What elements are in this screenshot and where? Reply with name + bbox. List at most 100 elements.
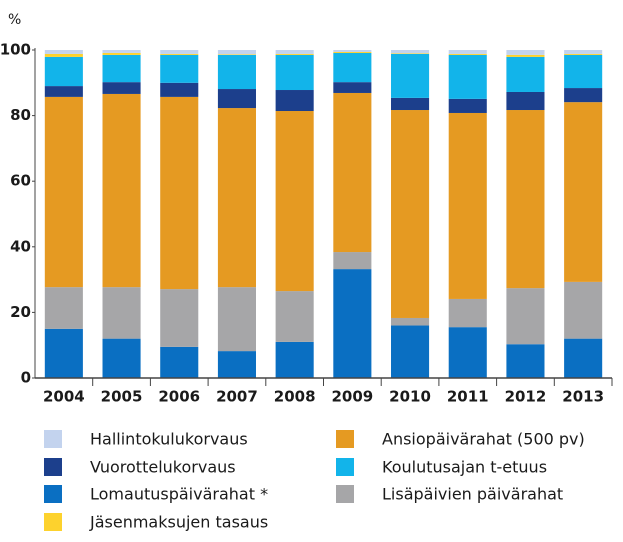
- bar-segment: [44, 328, 83, 378]
- bar-segment: [448, 98, 487, 113]
- legend-label: Vuorottelukorvaus: [90, 458, 236, 477]
- legend-label: Koulutusajan t-etuus: [382, 458, 547, 477]
- y-tick-label: 40: [10, 237, 31, 255]
- x-tick-label: 2013: [562, 388, 604, 406]
- bar-segment: [333, 252, 372, 270]
- y-tick-label: 100: [0, 41, 31, 59]
- bar-segment: [564, 281, 603, 339]
- bar-segment: [564, 54, 603, 89]
- bar-segment: [217, 89, 256, 109]
- bar-segment: [102, 52, 141, 55]
- bar-segment: [44, 53, 83, 57]
- legend-swatch: [44, 430, 62, 448]
- y-axis-label: %: [8, 12, 21, 28]
- bar-segment: [217, 50, 256, 55]
- bar-segment: [275, 111, 314, 292]
- bar-segment: [506, 56, 545, 92]
- bar-segment: [564, 50, 603, 54]
- bar-segment: [102, 287, 141, 339]
- bar-segment: [391, 317, 430, 326]
- bar-segment: [160, 289, 199, 347]
- bar-segment: [391, 97, 430, 111]
- bar-segment: [506, 110, 545, 289]
- legend-label: Ansiopäivärahat (500 pv): [382, 430, 585, 449]
- bar-segment: [160, 82, 199, 97]
- bar-segment: [217, 287, 256, 352]
- bar-segment: [275, 341, 314, 378]
- x-tick-label: 2010: [389, 388, 431, 406]
- y-tick-label: 60: [10, 172, 31, 190]
- bar-segment: [333, 269, 372, 378]
- bar-segment: [333, 50, 372, 52]
- bar-segment: [506, 288, 545, 345]
- bar-segment: [44, 287, 83, 329]
- bar-segment: [217, 54, 256, 90]
- bar-segment: [564, 102, 603, 282]
- bar-segment: [102, 50, 141, 53]
- bar-segment: [160, 53, 199, 55]
- bar-segment: [102, 338, 141, 378]
- legend-label: Lisäpäivien päivärahat: [382, 485, 563, 504]
- legend-label: Jäsenmaksujen tasaus: [89, 513, 268, 532]
- bar-segment: [44, 96, 83, 288]
- bar-segment: [391, 50, 430, 54]
- bar-segment: [102, 54, 141, 83]
- legend-swatch: [336, 430, 354, 448]
- x-tick-label: 2005: [101, 388, 143, 406]
- bar-segment: [448, 298, 487, 328]
- bar-segment: [217, 54, 256, 55]
- bar-segment: [448, 50, 487, 54]
- bar-segment: [448, 112, 487, 299]
- bar-segment: [564, 88, 603, 103]
- x-tick-label: 2008: [274, 388, 316, 406]
- bar-segment: [275, 50, 314, 54]
- bar-segment: [448, 54, 487, 99]
- bar-segment: [275, 90, 314, 112]
- x-tick-label: 2004: [43, 388, 85, 406]
- bar-segment: [217, 108, 256, 288]
- legend-swatch: [336, 458, 354, 476]
- bar-segment: [275, 54, 314, 91]
- legend-swatch: [44, 458, 62, 476]
- bar-segment: [160, 96, 199, 290]
- bar-segment: [217, 351, 256, 378]
- bar-segment: [160, 346, 199, 378]
- y-tick-label: 80: [10, 106, 31, 124]
- bar-segment: [333, 52, 372, 83]
- bar-segment: [102, 93, 141, 288]
- bar-segment: [506, 344, 545, 378]
- bar-segment: [506, 91, 545, 111]
- bar-segment: [44, 56, 83, 87]
- bar-segment: [102, 82, 141, 94]
- x-tick-label: 2006: [158, 388, 200, 406]
- y-tick-label: 20: [10, 303, 31, 321]
- legend-swatch: [336, 485, 354, 503]
- bar-segment: [44, 50, 83, 54]
- bar-segment: [333, 92, 372, 253]
- bar-segment: [275, 291, 314, 342]
- bar-segment: [448, 327, 487, 378]
- y-tick-label: 0: [21, 369, 31, 387]
- bar-segment: [391, 325, 430, 378]
- bar-segment: [564, 53, 603, 55]
- x-tick-label: 2012: [505, 388, 547, 406]
- legend-swatch: [44, 513, 62, 531]
- bar-segment: [391, 110, 430, 318]
- bar-segment: [44, 86, 83, 97]
- bar-segment: [160, 50, 199, 54]
- bar-segment: [391, 53, 430, 98]
- bar-segment: [275, 53, 314, 55]
- bar-segment: [506, 50, 545, 55]
- bar-segment: [448, 53, 487, 55]
- bar-segment: [333, 51, 372, 53]
- bar-segment: [506, 54, 545, 57]
- bar-segment: [333, 82, 372, 93]
- x-tick-label: 2007: [216, 388, 258, 406]
- bar-segment: [160, 54, 199, 83]
- legend-label: Lomautuspäivärahat *: [90, 485, 268, 504]
- legend-label: Hallintokulukorvaus: [90, 430, 248, 449]
- x-tick-label: 2011: [447, 388, 489, 406]
- x-tick-label: 2009: [331, 388, 373, 406]
- bar-segment: [391, 53, 430, 54]
